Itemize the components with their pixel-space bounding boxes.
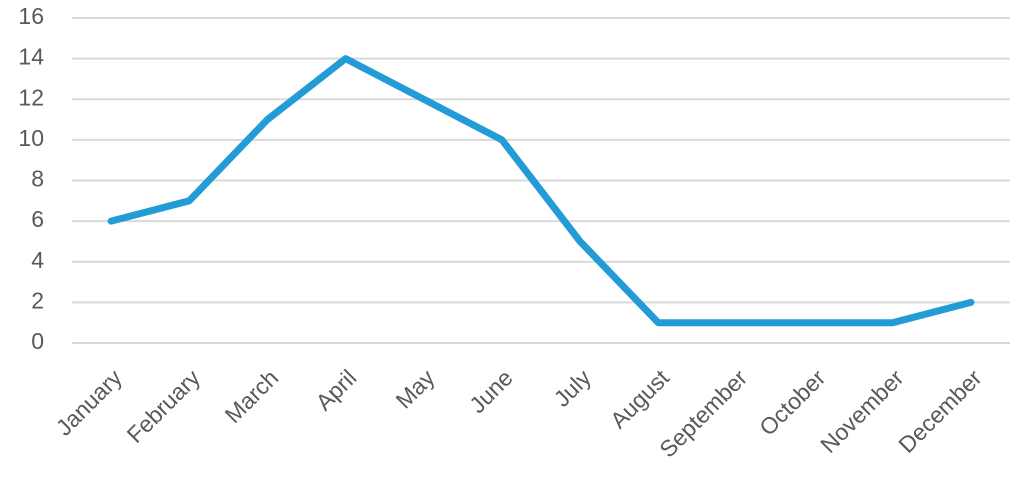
data-line <box>107 55 975 327</box>
x-tick-label: November <box>815 364 909 458</box>
y-tick-label: 6 <box>31 206 44 232</box>
y-tick-label: 14 <box>18 44 44 70</box>
x-tick-label: April <box>310 364 361 415</box>
x-tick-label: October <box>754 364 830 440</box>
x-tick-label: June <box>464 364 518 418</box>
x-tick-label: February <box>122 364 206 448</box>
y-tick-label: 2 <box>31 287 44 313</box>
y-tick-label: 12 <box>18 84 44 110</box>
x-tick-label: May <box>390 364 439 413</box>
y-tick-label: 4 <box>31 247 44 273</box>
y-tick-label: 8 <box>31 166 44 192</box>
y-tick-label: 10 <box>18 125 44 151</box>
x-tick-label: August <box>605 364 674 433</box>
x-tick-label: July <box>549 364 597 412</box>
x-tick-label: December <box>893 364 987 458</box>
y-tick-label: 0 <box>31 328 44 354</box>
x-tick-label: January <box>51 364 128 441</box>
x-tick-label: March <box>220 364 284 428</box>
y-tick-label: 16 <box>18 3 44 29</box>
